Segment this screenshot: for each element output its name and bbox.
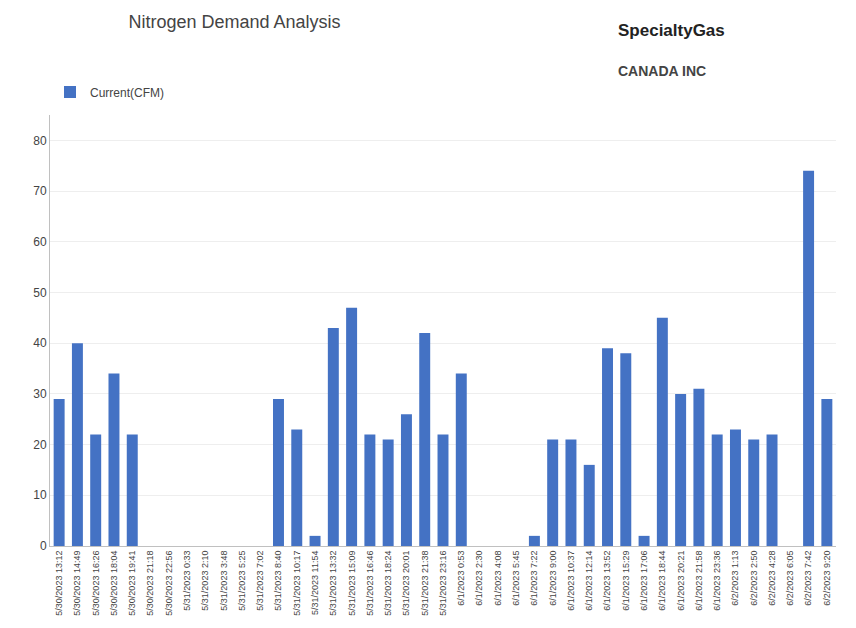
svg-text:6/1/2023 7:22: 6/1/2023 7:22 <box>529 551 539 606</box>
svg-text:5/31/2023 11:54: 5/31/2023 11:54 <box>310 551 320 615</box>
svg-text:5/31/2023 7:02: 5/31/2023 7:02 <box>255 551 265 611</box>
svg-text:0: 0 <box>40 539 47 553</box>
svg-text:5/31/2023 21:38: 5/31/2023 21:38 <box>420 551 430 616</box>
svg-text:50: 50 <box>33 286 47 300</box>
svg-text:5/31/2023 15:09: 5/31/2023 15:09 <box>347 551 357 616</box>
svg-text:6/1/2023 10:37: 6/1/2023 10:37 <box>566 551 576 611</box>
svg-text:6/1/2023 0:53: 6/1/2023 0:53 <box>456 551 466 606</box>
svg-text:Current(CFM): Current(CFM) <box>90 86 164 100</box>
svg-text:5/31/2023 10:17: 5/31/2023 10:17 <box>292 551 302 616</box>
svg-text:6/1/2023 21:58: 6/1/2023 21:58 <box>694 551 704 611</box>
svg-text:6/2/2023 1:13: 6/2/2023 1:13 <box>730 551 740 606</box>
svg-text:6/1/2023 23:36: 6/1/2023 23:36 <box>712 551 722 611</box>
svg-text:5/31/2023 5:25: 5/31/2023 5:25 <box>237 551 247 611</box>
svg-text:5/30/2023 18:04: 5/30/2023 18:04 <box>109 551 119 616</box>
svg-text:6/2/2023 6:05: 6/2/2023 6:05 <box>785 551 795 606</box>
svg-text:6/2/2023 4:28: 6/2/2023 4:28 <box>767 551 777 606</box>
svg-text:6/2/2023 2:50: 6/2/2023 2:50 <box>749 551 759 606</box>
svg-text:6/1/2023 20:21: 6/1/2023 20:21 <box>676 551 686 611</box>
svg-text:40: 40 <box>33 336 47 350</box>
svg-text:5/31/2023 18:24: 5/31/2023 18:24 <box>383 551 393 616</box>
svg-text:80: 80 <box>33 134 47 148</box>
svg-text:6/1/2023 12:14: 6/1/2023 12:14 <box>584 551 594 611</box>
svg-text:5/31/2023 16:46: 5/31/2023 16:46 <box>365 551 375 616</box>
svg-text:5/31/2023 23:16: 5/31/2023 23:16 <box>438 551 448 616</box>
svg-text:6/1/2023 2:30: 6/1/2023 2:30 <box>474 551 484 606</box>
svg-text:5/31/2023 0:33: 5/31/2023 0:33 <box>182 551 192 611</box>
svg-text:5/30/2023 22:56: 5/30/2023 22:56 <box>164 551 174 616</box>
svg-text:6/2/2023 7:42: 6/2/2023 7:42 <box>804 551 814 606</box>
svg-text:6/1/2023 18:44: 6/1/2023 18:44 <box>657 551 667 611</box>
svg-text:6/2/2023 9:20: 6/2/2023 9:20 <box>822 551 832 606</box>
svg-text:Nitrogen Demand Analysis: Nitrogen Demand Analysis <box>128 12 340 32</box>
svg-text:6/1/2023 15:29: 6/1/2023 15:29 <box>621 551 631 611</box>
svg-text:5/30/2023 21:18: 5/30/2023 21:18 <box>145 551 155 616</box>
svg-text:20: 20 <box>33 438 47 452</box>
svg-text:CANADA INC: CANADA INC <box>618 63 706 79</box>
svg-text:6/1/2023 17:06: 6/1/2023 17:06 <box>639 551 649 611</box>
svg-text:6/1/2023 5:45: 6/1/2023 5:45 <box>511 551 521 606</box>
svg-text:5/31/2023 8:40: 5/31/2023 8:40 <box>273 551 283 611</box>
svg-text:5/31/2023 2:10: 5/31/2023 2:10 <box>200 551 210 611</box>
svg-text:5/31/2023 13:32: 5/31/2023 13:32 <box>328 551 338 616</box>
svg-text:60: 60 <box>33 235 47 249</box>
svg-text:10: 10 <box>33 488 47 502</box>
svg-text:5/30/2023 19:41: 5/30/2023 19:41 <box>127 551 137 616</box>
svg-text:5/30/2023 13:12: 5/30/2023 13:12 <box>54 551 64 616</box>
svg-text:30: 30 <box>33 387 47 401</box>
svg-text:70: 70 <box>33 184 47 198</box>
svg-text:6/1/2023 4:08: 6/1/2023 4:08 <box>493 551 503 606</box>
svg-text:5/30/2023 16:26: 5/30/2023 16:26 <box>91 551 101 616</box>
svg-text:6/1/2023 13:52: 6/1/2023 13:52 <box>602 551 612 611</box>
svg-text:6/1/2023 9:00: 6/1/2023 9:00 <box>548 551 558 606</box>
svg-text:5/31/2023 3:48: 5/31/2023 3:48 <box>219 551 229 611</box>
svg-text:5/30/2023 14:49: 5/30/2023 14:49 <box>72 551 82 616</box>
svg-text:5/31/2023 20:01: 5/31/2023 20:01 <box>401 551 411 616</box>
svg-text:SpecialtyGas: SpecialtyGas <box>618 21 725 40</box>
